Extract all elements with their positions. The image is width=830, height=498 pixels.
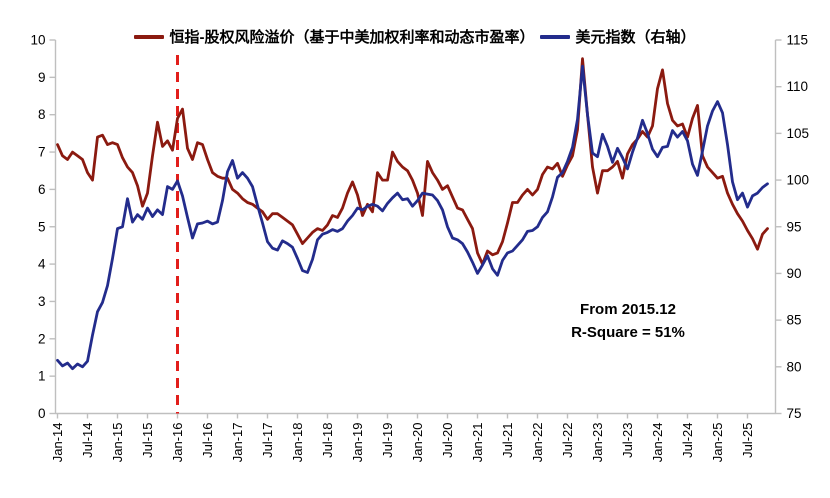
left-axis-tick-label: 6: [38, 182, 46, 197]
right-axis-tick-label: 110: [787, 79, 809, 94]
x-axis-tick-label: Jan-18: [290, 423, 305, 463]
right-axis-tick-label: 80: [787, 359, 802, 374]
annotation-line2: R-Square = 51%: [571, 324, 685, 342]
x-axis-tick-label: Jul-15: [140, 423, 155, 458]
series-line-0: [56, 57, 769, 266]
left-axis-tick-label: 7: [38, 145, 46, 160]
x-axis-tick-label: Jul-25: [740, 423, 755, 458]
x-axis-tick-label: Jul-20: [440, 423, 455, 458]
legend-swatch-erp: [134, 34, 165, 39]
left-axis-tick-label: 2: [38, 331, 46, 346]
left-axis-tick-label: 4: [38, 257, 46, 272]
left-axis-tick-label: 9: [38, 70, 46, 85]
x-axis-tick-label: Jan-15: [110, 423, 125, 463]
legend: 恒指-股权风险溢价（基于中美加权利率和动态市盈率） 美元指数（右轴）: [0, 26, 830, 47]
left-axis-tick-label: 1: [38, 369, 46, 384]
legend-item-erp: 恒指-股权风险溢价（基于中美加权利率和动态市盈率）: [134, 26, 534, 47]
x-axis-tick-label: Jul-16: [200, 423, 215, 458]
x-axis-tick-label: Jan-24: [650, 423, 665, 463]
series-line-1: [56, 64, 769, 371]
x-axis-tick-label: Jul-18: [320, 423, 335, 458]
x-axis-tick-label: Jan-17: [230, 423, 245, 463]
x-axis-tick-label: Jan-21: [470, 423, 485, 463]
r-square-annotation: From 2015.12 R-Square = 51%: [571, 298, 685, 345]
legend-label-erp: 恒指-股权风险溢价（基于中美加权利率和动态市盈率）: [169, 29, 535, 46]
left-axis-tick-label: 5: [38, 219, 46, 234]
right-axis-tick-label: 95: [787, 219, 802, 234]
x-axis-tick-label: Jul-14: [80, 423, 95, 458]
x-axis-tick-label: Jul-21: [500, 423, 515, 458]
left-axis-tick-label: 10: [30, 33, 45, 48]
right-axis-tick-label: 100: [787, 173, 810, 188]
right-axis-tick-label: 85: [787, 313, 802, 328]
right-axis-tick-label: 115: [787, 33, 809, 48]
x-axis-tick-label: Jan-23: [590, 423, 605, 463]
legend-item-dxy: 美元指数（右轴）: [540, 26, 696, 47]
x-axis-tick-label: Jan-22: [530, 423, 545, 463]
right-axis-tick-label: 75: [787, 406, 802, 421]
right-axis-tick-label: 105: [787, 126, 810, 141]
x-axis-tick-label: Jan-25: [710, 423, 725, 463]
left-axis-tick-label: 8: [38, 107, 46, 122]
legend-swatch-dxy: [540, 34, 571, 39]
x-axis-tick-label: Jul-19: [380, 423, 395, 458]
right-axis-tick-label: 90: [787, 266, 802, 281]
x-axis-tick-label: Jul-22: [560, 423, 575, 458]
x-axis-tick-label: Jan-19: [350, 423, 365, 463]
left-axis-tick-label: 0: [38, 406, 46, 421]
left-axis-tick-label: 3: [38, 294, 46, 309]
annotation-line1: From 2015.12: [580, 301, 676, 318]
x-axis-tick-label: Jan-14: [50, 423, 65, 463]
legend-label-dxy: 美元指数（右轴）: [575, 29, 696, 46]
x-axis-tick-label: Jul-24: [680, 423, 695, 458]
x-axis-tick-label: Jul-23: [620, 423, 635, 458]
x-axis-tick-label: Jan-20: [410, 423, 425, 463]
x-axis-tick-label: Jul-17: [260, 423, 275, 458]
x-axis-tick-label: Jan-16: [170, 423, 185, 463]
